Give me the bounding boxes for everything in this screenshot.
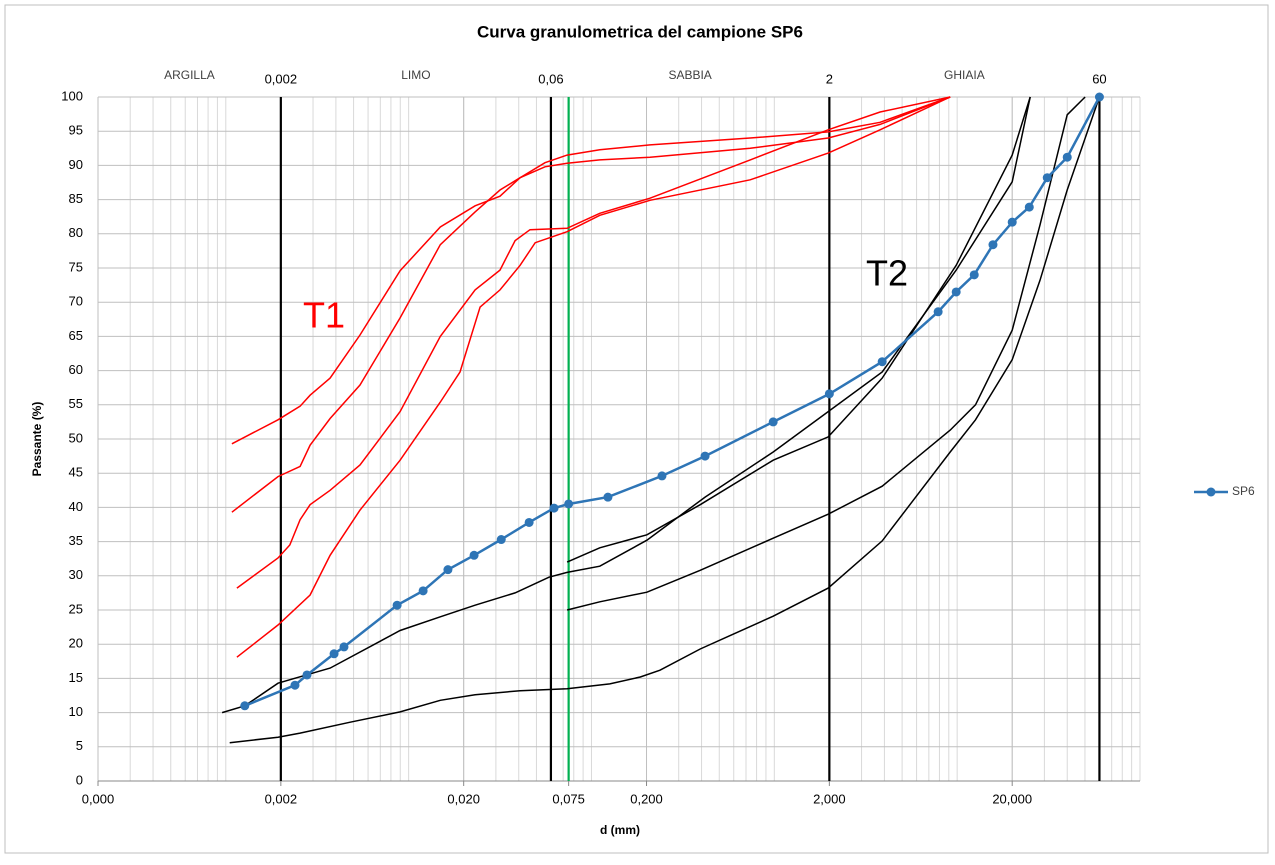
y-tick-label: 15	[69, 670, 83, 685]
envelope-line	[566, 96, 1086, 611]
y-tick-label: 80	[69, 225, 83, 240]
data-point	[988, 240, 998, 250]
y-tick-label: 100	[61, 88, 83, 103]
x-tick-label: 0,200	[630, 791, 663, 806]
data-point	[951, 287, 961, 297]
y-tick-label: 5	[76, 738, 83, 753]
data-point	[1042, 173, 1052, 183]
x-tick-label: 20,000	[992, 791, 1032, 806]
y-axis-label: Passante (%)	[30, 402, 44, 477]
y-tick-label: 60	[69, 362, 83, 377]
x-tick-label: 0,000	[82, 791, 115, 806]
data-point	[603, 492, 613, 502]
y-tick-label: 75	[69, 259, 83, 274]
data-point	[564, 499, 574, 509]
legend-label: SP6	[1232, 484, 1255, 498]
data-point	[1094, 92, 1104, 102]
envelope-line	[236, 96, 951, 589]
data-point	[469, 550, 479, 560]
data-point	[392, 600, 402, 610]
data-point	[1062, 152, 1072, 162]
chart-frame	[4, 4, 1269, 854]
x-tick-label: 0,002	[265, 791, 298, 806]
envelope-line	[229, 96, 1101, 744]
data-point	[824, 389, 834, 399]
data-point	[933, 307, 943, 317]
data-point	[524, 517, 534, 527]
plot-lines	[221, 92, 1104, 781]
class-limit-label: 2	[826, 71, 833, 86]
data-point	[700, 451, 710, 461]
grid	[97, 96, 1140, 786]
y-tick-label: 55	[69, 396, 83, 411]
data-point	[302, 670, 312, 680]
y-tick-label: 0	[76, 772, 83, 787]
y-tick-label: 35	[69, 533, 83, 548]
data-point	[969, 270, 979, 280]
data-point	[240, 701, 250, 711]
chart-title: Curva granulometrica del campione SP6	[477, 22, 803, 41]
data-point	[418, 586, 428, 596]
y-tick-label: 30	[69, 567, 83, 582]
zone-label: SABBIA	[668, 68, 711, 82]
y-tick-label: 65	[69, 328, 83, 343]
y-tick-label: 40	[69, 499, 83, 514]
data-point	[1007, 217, 1017, 227]
data-point	[329, 649, 339, 659]
y-tick-label: 70	[69, 294, 83, 309]
class-limit-label: 0,06	[538, 71, 563, 86]
x-axis-label: d (mm)	[600, 823, 640, 837]
data-point	[877, 357, 887, 367]
y-tick-label: 45	[69, 465, 83, 480]
data-point	[339, 642, 349, 652]
y-tick-label: 95	[69, 123, 83, 138]
envelope-line	[221, 96, 1031, 714]
data-point	[657, 471, 667, 481]
zone-label: GHIAIA	[944, 68, 985, 82]
x-tick-label: 0,020	[447, 791, 480, 806]
data-point	[290, 680, 300, 690]
y-tick-label: 90	[69, 157, 83, 172]
class-limit-label: 60	[1092, 71, 1106, 86]
y-tick-label: 25	[69, 601, 83, 616]
data-point	[549, 503, 559, 513]
y-tick-label: 50	[69, 430, 83, 445]
data-point	[768, 417, 778, 427]
zone-label: ARGILLA	[164, 68, 215, 82]
data-point	[1024, 202, 1034, 212]
envelope-line	[231, 96, 951, 445]
data-point	[496, 535, 506, 545]
x-tick-label: 2,000	[813, 791, 846, 806]
annotation: T1	[303, 295, 345, 336]
y-tick-label: 10	[69, 704, 83, 719]
legend-marker	[1206, 487, 1216, 497]
class-limit-label: 0,002	[265, 71, 298, 86]
y-tick-label: 20	[69, 636, 83, 651]
envelope-line	[231, 96, 951, 513]
annotation: T2	[866, 253, 908, 294]
y-tick-label: 85	[69, 191, 83, 206]
x-tick-label: 0,075	[552, 791, 585, 806]
series-line	[244, 96, 1101, 707]
data-point	[443, 565, 453, 575]
envelope-line	[236, 96, 951, 658]
labels: 0 5 10 15 20 25 30 35 40 45 50 55 60 65 70 75 80 85 90 95 10…	[61, 68, 1106, 806]
zone-label: LIMO	[401, 68, 430, 82]
envelope-line	[566, 96, 1031, 563]
